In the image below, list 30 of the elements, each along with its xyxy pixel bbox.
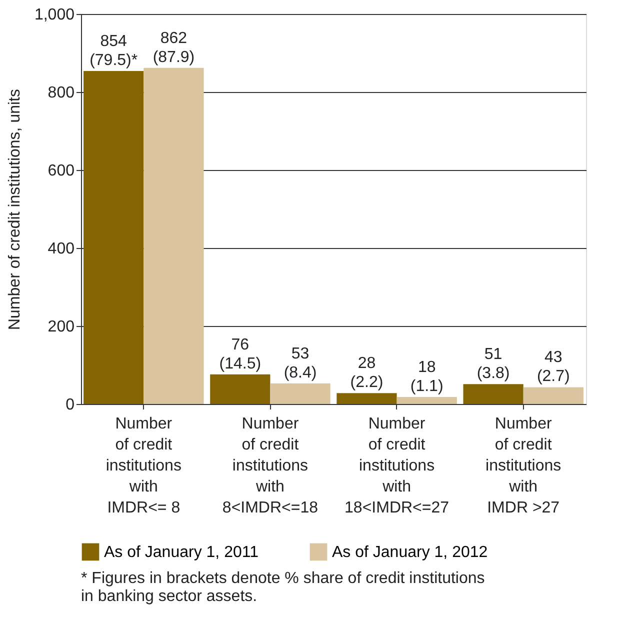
data-label: 28 (2.2) <box>350 355 384 392</box>
y-tick-label: 1,000 <box>34 6 75 24</box>
bar <box>84 70 144 404</box>
data-label: 51 (3.8) <box>476 346 510 382</box>
bar <box>144 68 204 404</box>
y-tick-label: 0 <box>66 396 75 414</box>
bar <box>336 393 397 404</box>
x-tick-label: Number of credit institutions with 8<IMDR<=18 <box>222 416 318 516</box>
text: * Figures in brackets denote % share of credit institutions in banking sector assets. <box>81 570 485 605</box>
bar <box>210 374 270 404</box>
data-label: 862 (87.9) <box>152 30 195 66</box>
legend-label: As of January 1, 2011 <box>104 544 259 561</box>
x-tick-label: Number of credit institutions with IMDR >27 <box>486 416 562 516</box>
bar <box>523 387 584 404</box>
x-tick-label: Number of credit institutions with IMDR<= 8 <box>106 416 182 516</box>
y-tick-label: 400 <box>48 240 75 258</box>
y-axis-title: Number of credit institutions, units <box>6 89 24 330</box>
bar <box>270 383 330 404</box>
y-tick-label: 800 <box>48 84 75 102</box>
legend-label: As of January 1, 2012 <box>332 544 488 561</box>
data-label: 854 (79.5)* <box>90 32 138 69</box>
bar <box>463 384 524 404</box>
x-tick-label: Number of credit institutions with 18<IMDR<=27 <box>344 416 450 516</box>
data-label: 53 (8.4) <box>284 345 317 382</box>
bar <box>396 396 457 404</box>
y-tick-label: 600 <box>48 162 75 180</box>
data-label: 18 (1.1) <box>410 358 444 395</box>
data-label: 43 (2.7) <box>536 349 570 386</box>
y-tick-label: 200 <box>48 318 75 336</box>
data-label: 76 (14.5) <box>219 336 262 372</box>
